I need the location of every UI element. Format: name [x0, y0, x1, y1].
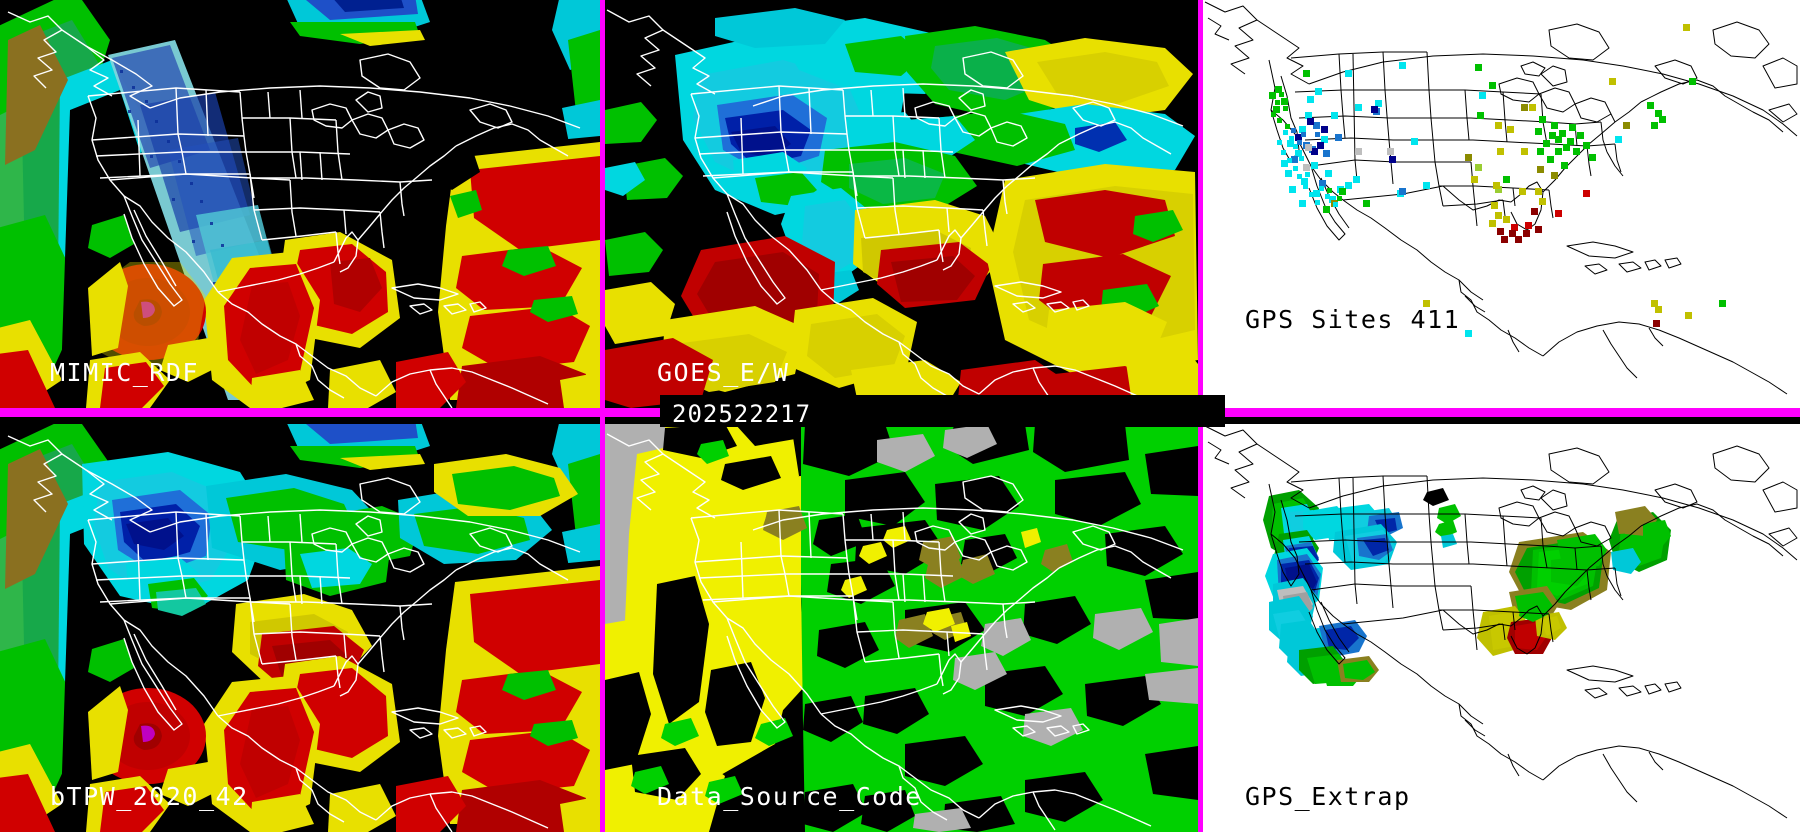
gps-site-cluster-west: [1271, 92, 1342, 207]
divider-vertical-right: [1198, 0, 1203, 408]
mimic-rdf-map: [0, 0, 600, 408]
panel-gps-extrap[interactable]: GPS_Extrap: [1203, 424, 1800, 832]
panel-goes-ew[interactable]: GOES_E/W: [605, 0, 1198, 408]
gps-sites-map: [1203, 0, 1800, 408]
panel-mimic-rdf[interactable]: MIMIC_RDF: [0, 0, 600, 408]
gps-site-markers: [1269, 24, 1726, 337]
divider-vertical-right-lower: [1198, 417, 1203, 832]
panel-gps-sites[interactable]: GPS Sites 411: [1203, 0, 1800, 408]
divider-vertical-left: [600, 0, 605, 408]
btpw-map: [0, 424, 600, 832]
panel-btpw[interactable]: bTPW_2020_42: [0, 424, 600, 832]
panel-data-source-code[interactable]: Data_Source_Code: [605, 424, 1198, 832]
goes-ew-map: [605, 0, 1198, 408]
divider-vertical-left-lower: [600, 417, 605, 832]
timestamp-bar: 202522217: [660, 395, 1225, 428]
data-source-code-map: [605, 424, 1198, 832]
timestamp-text: 202522217: [672, 400, 812, 428]
gps-extrap-map: [1203, 424, 1800, 832]
